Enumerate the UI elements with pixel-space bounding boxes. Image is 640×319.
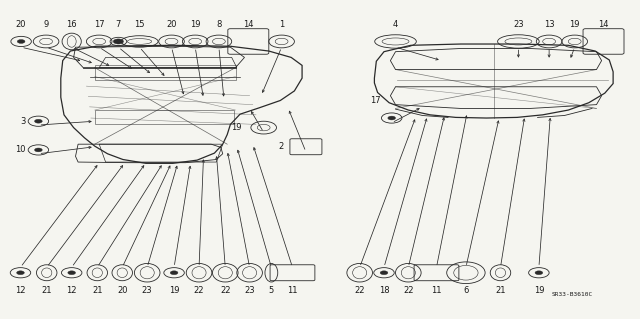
Text: 21: 21 bbox=[495, 286, 506, 294]
Text: 5: 5 bbox=[269, 286, 274, 294]
Text: 22: 22 bbox=[355, 286, 365, 294]
Text: 19: 19 bbox=[190, 20, 200, 29]
Text: 14: 14 bbox=[598, 20, 609, 29]
Text: 17: 17 bbox=[94, 20, 104, 29]
Circle shape bbox=[388, 116, 396, 120]
Text: 14: 14 bbox=[243, 20, 253, 29]
Circle shape bbox=[17, 271, 24, 275]
Text: 20: 20 bbox=[117, 286, 127, 294]
Circle shape bbox=[35, 119, 42, 123]
Text: 23: 23 bbox=[244, 286, 255, 294]
Text: 17: 17 bbox=[371, 96, 381, 105]
Text: 9: 9 bbox=[44, 20, 49, 29]
Circle shape bbox=[535, 271, 543, 275]
Text: 12: 12 bbox=[15, 286, 26, 294]
Circle shape bbox=[17, 40, 25, 43]
Text: 19: 19 bbox=[169, 286, 179, 294]
Text: 20: 20 bbox=[16, 20, 26, 29]
Text: 15: 15 bbox=[134, 20, 145, 29]
Text: 16: 16 bbox=[67, 20, 77, 29]
Text: 4: 4 bbox=[393, 20, 398, 29]
Text: 3: 3 bbox=[20, 117, 26, 126]
Text: 23: 23 bbox=[142, 286, 152, 294]
Text: 19: 19 bbox=[231, 123, 241, 132]
Text: 1: 1 bbox=[279, 20, 284, 29]
Text: 12: 12 bbox=[67, 286, 77, 294]
Circle shape bbox=[68, 271, 76, 275]
Text: 7: 7 bbox=[116, 20, 121, 29]
Text: 10: 10 bbox=[15, 145, 26, 154]
Text: 23: 23 bbox=[513, 20, 524, 29]
Circle shape bbox=[35, 148, 42, 152]
Text: 8: 8 bbox=[216, 20, 221, 29]
Text: 20: 20 bbox=[166, 20, 177, 29]
Text: 19: 19 bbox=[534, 286, 544, 294]
Text: 6: 6 bbox=[463, 286, 468, 294]
Circle shape bbox=[113, 39, 124, 44]
Text: 22: 22 bbox=[194, 286, 204, 294]
Text: 22: 22 bbox=[403, 286, 413, 294]
Text: 11: 11 bbox=[431, 286, 442, 294]
Text: 21: 21 bbox=[92, 286, 102, 294]
Text: 18: 18 bbox=[379, 286, 389, 294]
Circle shape bbox=[170, 271, 178, 275]
Text: SR33-B3610C: SR33-B3610C bbox=[552, 292, 593, 297]
Text: 19: 19 bbox=[570, 20, 580, 29]
Text: 21: 21 bbox=[42, 286, 52, 294]
Text: 2: 2 bbox=[278, 142, 284, 151]
Text: 22: 22 bbox=[220, 286, 230, 294]
Text: 11: 11 bbox=[287, 286, 298, 294]
Circle shape bbox=[380, 271, 388, 275]
Text: 13: 13 bbox=[544, 20, 554, 29]
